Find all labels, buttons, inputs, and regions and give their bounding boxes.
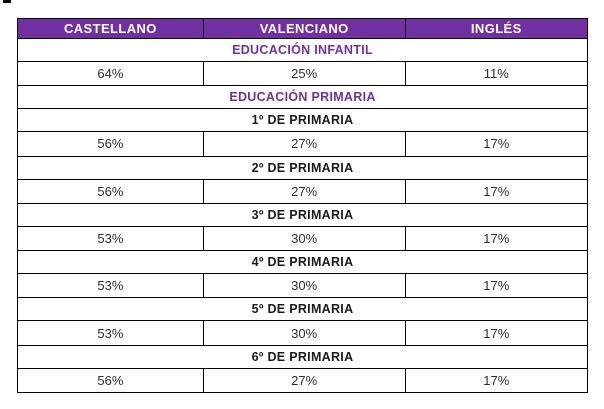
section-label: EDUCACIÓN PRIMARIA [17,85,588,110]
data-cell: 17% [404,131,589,157]
header-row: CASTELLANO VALENCIANO INGLÉS [17,18,589,39]
section-row: 3º DE PRIMARIA [17,202,588,227]
data-row: 53% 30% 17% [17,320,589,346]
section-row: EDUCACIÓN PRIMARIA [17,85,588,110]
section-row: 6º DE PRIMARIA [17,344,588,369]
section-row: EDUCACIÓN INFANTIL [17,37,588,63]
data-cell: 17% [404,273,589,299]
data-row: 56% 27% 17% [17,131,589,157]
section-label: 4º DE PRIMARIA [17,250,588,275]
data-cell: 30% [202,273,406,299]
data-row: 56% 27% 17% [17,178,589,204]
data-cell: 53% [17,273,204,299]
data-cell: 30% [202,320,406,346]
cropped-artifact [3,0,11,3]
section-row: 1º DE PRIMARIA [17,108,588,133]
section-label: 6º DE PRIMARIA [17,344,588,369]
section-label: 1º DE PRIMARIA [17,108,588,133]
data-cell: 27% [202,178,406,204]
data-cell: 64% [17,61,204,87]
table-header: CASTELLANO VALENCIANO INGLÉS [17,18,589,39]
data-cell: 56% [17,178,204,204]
column-header-valenciano: VALENCIANO [202,18,406,39]
section-label: 5º DE PRIMARIA [17,297,588,322]
data-cell: 27% [202,131,406,157]
data-row: 56% 27% 17% [17,367,589,394]
data-cell: 30% [202,225,406,252]
column-header-castellano: CASTELLANO [17,18,204,39]
data-cell: 17% [404,178,589,204]
data-cell: 56% [17,131,204,157]
data-cell: 11% [404,61,589,87]
data-row: 64% 25% 11% [17,61,589,87]
data-cell: 17% [404,320,589,346]
data-cell: 25% [202,61,406,87]
data-cell: 17% [404,367,589,394]
section-row: 2º DE PRIMARIA [17,155,588,180]
data-row: 53% 30% 17% [17,273,589,299]
data-row: 53% 30% 17% [17,225,589,252]
table-body: EDUCACIÓN INFANTIL 64% 25% 11% EDUCACIÓN PRI… [17,37,589,394]
section-label: 2º DE PRIMARIA [17,155,588,180]
section-label: 3º DE PRIMARIA [17,202,588,227]
data-cell: 27% [202,367,406,394]
column-header-ingles: INGLÉS [404,18,589,39]
language-distribution-table: CASTELLANO VALENCIANO INGLÉS EDUCACIÓN I… [17,18,589,394]
data-cell: 53% [17,225,204,252]
data-cell: 17% [404,225,589,252]
data-cell: 56% [17,367,204,394]
section-label: EDUCACIÓN INFANTIL [17,37,588,63]
section-row: 5º DE PRIMARIA [17,297,588,322]
section-row: 4º DE PRIMARIA [17,250,588,275]
data-cell: 53% [17,320,204,346]
